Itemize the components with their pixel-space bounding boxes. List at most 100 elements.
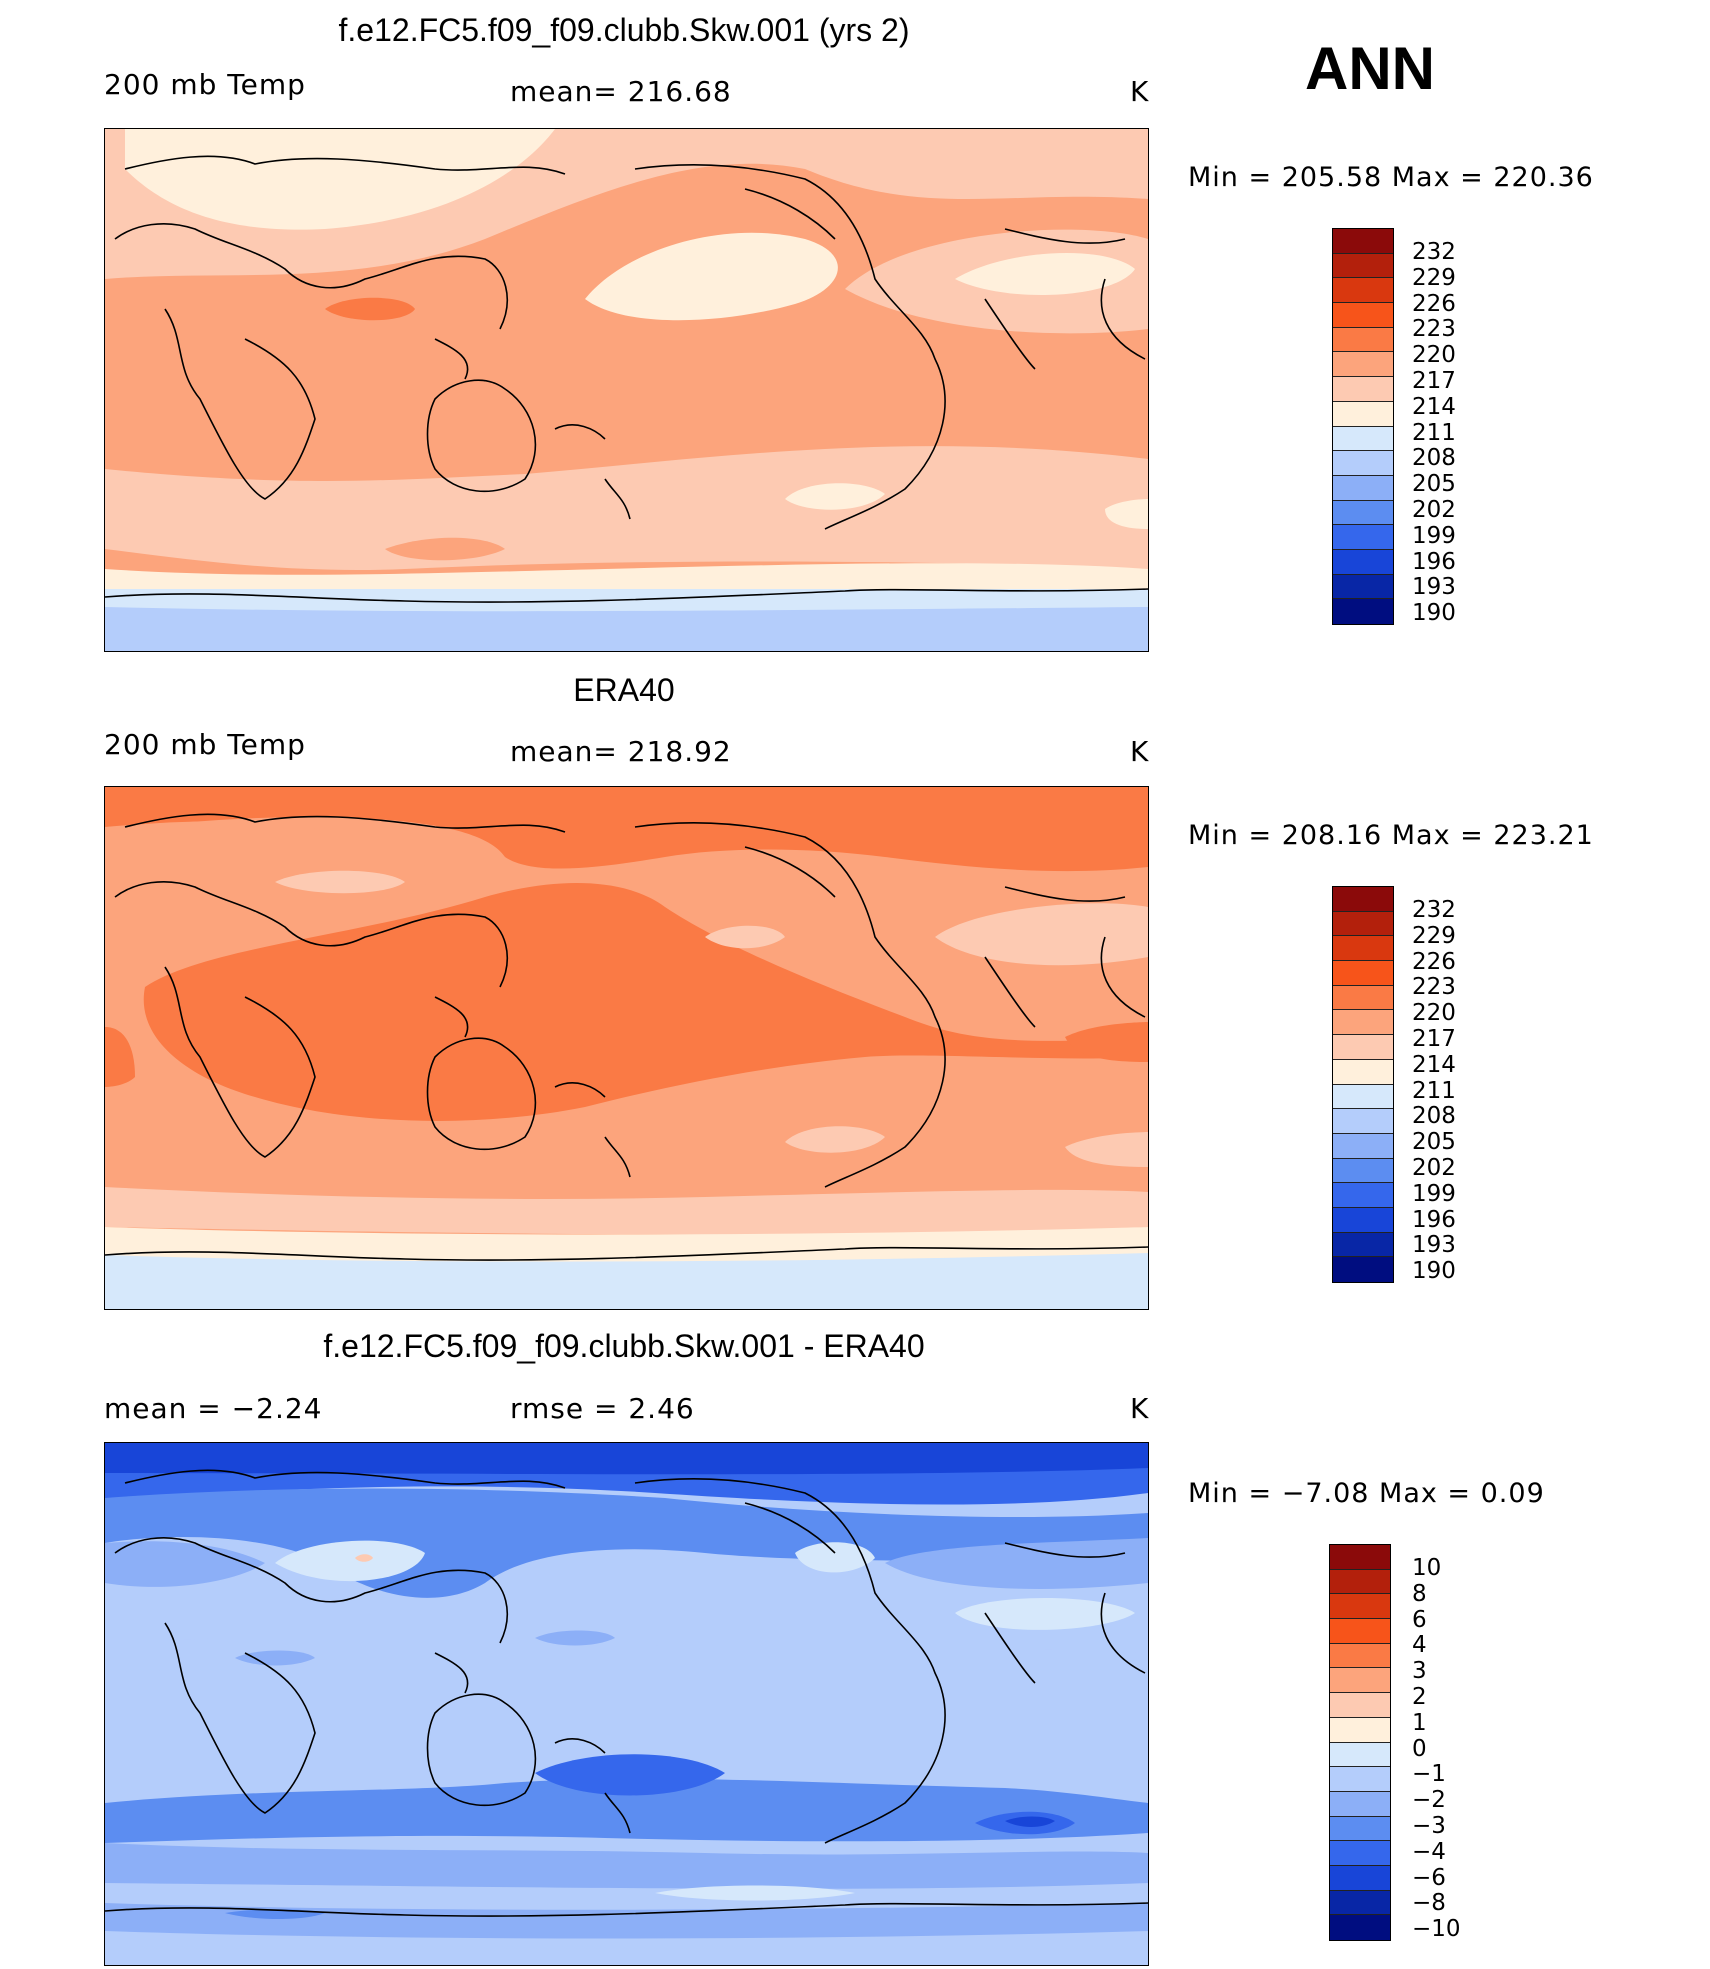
colorbar-cell: [1333, 1035, 1393, 1060]
colorbar-cell: [1330, 1717, 1390, 1743]
colorbar-tick-label: 202: [1412, 496, 1456, 523]
season-label: ANN: [1305, 35, 1435, 102]
colorbar-tick-label: −10: [1412, 1916, 1461, 1943]
panel1-contours: [105, 129, 1148, 651]
colorbar-cell: [1333, 377, 1393, 402]
colorbar-tick-label: 226: [1412, 948, 1456, 975]
colorbar-cell: [1330, 1594, 1390, 1620]
colorbar-tick-label: −4: [1412, 1838, 1446, 1865]
colorbar-cell: [1333, 1109, 1393, 1134]
colorbar-cell: [1333, 911, 1393, 937]
colorbar-cell: [1333, 229, 1393, 254]
colorbar-cell: [1333, 599, 1393, 624]
panel2-unit-label: K: [1130, 735, 1150, 768]
panel3-colorbar-ticks: 10 8 6 4 3 2 1 0 −1 −2 −3 −4 −6 −8 −10: [1412, 1555, 1461, 1943]
panel3-map: [104, 1442, 1149, 1966]
colorbar-tick-label: 8: [1412, 1580, 1427, 1607]
colorbar-cell: [1333, 500, 1393, 526]
colorbar-cell: [1330, 1545, 1390, 1570]
colorbar-tick-label: 10: [1412, 1555, 1442, 1581]
colorbar-tick-label: 232: [1412, 897, 1456, 923]
panel1-map: [104, 128, 1149, 652]
colorbar-tick-label: 1: [1412, 1709, 1427, 1736]
colorbar-cell: [1330, 1693, 1390, 1718]
colorbar-tick-label: 220: [1412, 342, 1456, 369]
panel2-title: ERA40: [573, 672, 675, 708]
panel2-map: [104, 786, 1149, 1310]
colorbar-tick-label: −6: [1412, 1864, 1446, 1891]
colorbar-cell: [1330, 1890, 1390, 1916]
panel3-minmax: Min = −7.08 Max = 0.09: [1188, 1478, 1545, 1509]
colorbar-tick-label: 229: [1412, 922, 1456, 949]
colorbar-cell: [1330, 1915, 1390, 1940]
colorbar-tick-label: 205: [1412, 471, 1456, 498]
colorbar-tick-label: −8: [1412, 1890, 1446, 1917]
colorbar-tick-label: 193: [1412, 574, 1456, 601]
colorbar-tick-label: 214: [1412, 393, 1456, 420]
colorbar-cell: [1330, 1569, 1390, 1595]
panel1-minmax: Min = 205.58 Max = 220.36: [1188, 162, 1594, 193]
colorbar-cell: [1333, 1133, 1393, 1159]
colorbar-tick-label: 202: [1412, 1154, 1456, 1181]
panel2-contours: [105, 787, 1148, 1309]
colorbar-cell: [1333, 574, 1393, 600]
colorbar-tick-label: 205: [1412, 1129, 1456, 1156]
panel3-colorbar: [1329, 1544, 1391, 1941]
panel2-colorbar: [1332, 886, 1394, 1283]
colorbar-cell: [1333, 1183, 1393, 1208]
colorbar-cell: [1330, 1643, 1390, 1669]
colorbar-tick-label: 6: [1412, 1606, 1427, 1633]
colorbar-tick-label: 208: [1412, 445, 1456, 472]
colorbar-tick-label: 226: [1412, 290, 1456, 317]
colorbar-cell: [1333, 401, 1393, 427]
colorbar-tick-label: 217: [1412, 367, 1456, 394]
panel3-unit-label: K: [1130, 1392, 1150, 1425]
colorbar-tick-label: 229: [1412, 264, 1456, 291]
colorbar-cell: [1333, 253, 1393, 279]
colorbar-cell: [1333, 451, 1393, 476]
colorbar-tick-label: 211: [1412, 419, 1456, 446]
colorbar-tick-label: 190: [1412, 1258, 1456, 1285]
colorbar-cell: [1333, 1158, 1393, 1184]
colorbar-cell: [1333, 936, 1393, 962]
colorbar-tick-label: 220: [1412, 1000, 1456, 1027]
panel1-unit-label: K: [1130, 75, 1150, 108]
colorbar-cell: [1333, 475, 1393, 501]
panel2-variable-label: 200 mb Temp: [104, 728, 306, 761]
panel1-variable-label: 200 mb Temp: [104, 68, 306, 101]
colorbar-tick-label: −2: [1412, 1787, 1446, 1814]
colorbar-cell: [1333, 887, 1393, 912]
colorbar-tick-label: 232: [1412, 239, 1456, 265]
colorbar-cell: [1330, 1668, 1390, 1694]
colorbar-cell: [1333, 549, 1393, 575]
colorbar-cell: [1333, 1232, 1393, 1258]
colorbar-cell: [1330, 1791, 1390, 1817]
colorbar-cell: [1333, 1257, 1393, 1282]
colorbar-tick-label: 214: [1412, 1051, 1456, 1078]
colorbar-tick-label: 223: [1412, 316, 1456, 343]
colorbar-cell: [1333, 352, 1393, 378]
panel2-colorbar-ticks: 232 229 226 223 220 217 214 211 208 205 202 199 196 1…: [1412, 897, 1456, 1285]
colorbar-tick-label: 3: [1412, 1658, 1427, 1685]
panel1-colorbar-ticks: 232 229 226 223 220 217 214 211 208 205 202 199 196 1…: [1412, 239, 1456, 627]
colorbar-cell: [1333, 327, 1393, 353]
colorbar-cell: [1333, 985, 1393, 1011]
colorbar-cell: [1333, 278, 1393, 304]
colorbar-cell: [1330, 1841, 1390, 1866]
colorbar-tick-label: 217: [1412, 1025, 1456, 1052]
colorbar-cell: [1333, 426, 1393, 452]
panel3-mean-label: mean = −2.24: [104, 1392, 323, 1425]
colorbar-tick-label: 199: [1412, 1180, 1456, 1207]
colorbar-cell: [1330, 1767, 1390, 1792]
panel3-rmse-label: rmse = 2.46: [510, 1392, 695, 1425]
colorbar-tick-label: 223: [1412, 974, 1456, 1001]
panel2-minmax: Min = 208.16 Max = 223.21: [1188, 820, 1594, 851]
colorbar-tick-label: 196: [1412, 548, 1456, 575]
colorbar-tick-label: 199: [1412, 522, 1456, 549]
panel3-contours: [105, 1443, 1148, 1965]
panel2-mean-label: mean= 218.92: [510, 735, 732, 768]
panel1-colorbar: [1332, 228, 1394, 625]
colorbar-cell: [1330, 1816, 1390, 1842]
colorbar-cell: [1333, 525, 1393, 550]
colorbar-cell: [1333, 1207, 1393, 1233]
